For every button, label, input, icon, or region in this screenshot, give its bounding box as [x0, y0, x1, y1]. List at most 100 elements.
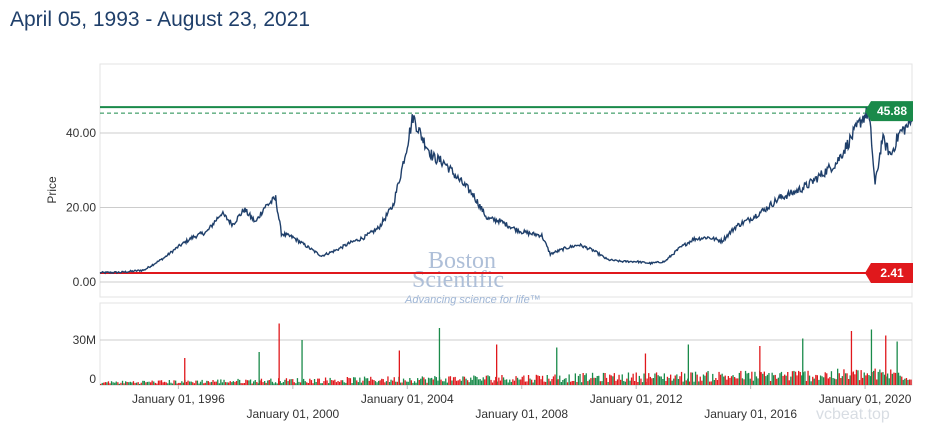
volume-bar — [471, 379, 473, 385]
volume-bar — [554, 374, 556, 385]
company-watermark: Boston Scientific Advancing science for … — [404, 248, 541, 306]
volume-bar — [239, 379, 241, 385]
volume-bar — [844, 373, 847, 385]
volume-bar — [880, 372, 883, 385]
volume-bar — [287, 381, 289, 385]
volume-bar — [616, 379, 619, 385]
volume-bar — [599, 381, 601, 385]
volume-bar — [557, 379, 559, 385]
volume-bar — [484, 379, 486, 385]
volume-bar — [901, 376, 903, 385]
volume-bar — [710, 381, 712, 385]
volume-bar — [454, 376, 456, 385]
volume-bar — [106, 382, 108, 385]
volume-bar — [292, 379, 294, 385]
high-price-line — [100, 106, 912, 114]
volume-bar — [381, 378, 383, 385]
volume-bar — [303, 378, 305, 385]
volume-bar — [791, 371, 794, 385]
volume-bar — [134, 382, 136, 385]
volume-bar — [435, 377, 437, 385]
volume-bar — [894, 372, 897, 385]
volume-tick-label: 30M — [73, 333, 96, 347]
volume-bar — [474, 376, 477, 385]
volume-bar — [318, 378, 320, 385]
volume-bar — [221, 382, 224, 385]
volume-bar — [274, 382, 277, 385]
volume-bar — [635, 372, 637, 385]
volume-bar — [379, 380, 381, 385]
volume-bar — [360, 382, 363, 385]
volume-bar — [660, 376, 662, 385]
volume-bar — [359, 377, 361, 385]
volume-bar — [663, 373, 665, 385]
volume-bar — [755, 376, 758, 385]
volume-bar — [902, 379, 904, 385]
volume-bar — [282, 382, 284, 385]
volume-bar — [118, 383, 120, 385]
volume-bar — [254, 380, 256, 385]
volume-bar — [819, 375, 822, 385]
volume-bar — [424, 379, 427, 385]
volume-bar — [690, 372, 692, 385]
volume-bar — [440, 379, 442, 385]
volume-bar — [624, 381, 626, 385]
volume-bar — [206, 380, 208, 385]
volume-spike-bar — [556, 347, 558, 385]
volume-bar — [543, 381, 545, 385]
volume-bar — [854, 374, 856, 385]
volume-bar — [437, 380, 439, 385]
volume-bar — [417, 378, 419, 385]
volume-bar — [473, 375, 475, 385]
volume-bar — [509, 379, 511, 385]
volume-bar — [114, 382, 116, 385]
volume-bar — [204, 382, 206, 385]
corner-watermark: vcbeat.top — [816, 406, 890, 423]
volume-spike-bar — [438, 328, 441, 385]
volume-bar — [335, 382, 338, 385]
watermark-tagline: Advancing science for life™ — [404, 294, 541, 306]
volume-bar — [727, 376, 729, 385]
volume-bar — [602, 372, 605, 385]
volume-bar — [201, 379, 203, 385]
volume-bar — [874, 368, 876, 385]
volume-bar — [630, 377, 633, 385]
volume-bar — [420, 378, 422, 385]
volume-bar — [873, 370, 875, 385]
volume-bar — [189, 381, 191, 385]
volume-bar — [320, 383, 322, 385]
volume-bar — [705, 372, 708, 385]
volume-bar — [404, 380, 406, 385]
volume-bar — [306, 382, 308, 385]
volume-bar — [574, 373, 576, 385]
volume-bar — [451, 380, 453, 385]
volume-bar — [115, 381, 117, 385]
volume-bar — [694, 371, 697, 385]
volume-bar — [131, 382, 133, 385]
y-axis-label: Price — [45, 176, 59, 204]
volume-bar — [342, 380, 344, 385]
volume-bar — [324, 377, 327, 385]
volume-bar — [785, 375, 787, 385]
volume-bar — [666, 376, 669, 385]
volume-bar — [846, 373, 848, 385]
volume-bar — [196, 380, 199, 385]
volume-bar — [481, 380, 483, 385]
volume-bar — [713, 380, 715, 385]
volume-bar — [615, 380, 617, 385]
volume-bar — [532, 382, 534, 385]
volume-spike-bar — [398, 350, 400, 385]
volume-bar — [235, 381, 238, 385]
volume-bar — [199, 381, 202, 385]
volume-bar — [701, 380, 703, 385]
volume-bar — [353, 377, 355, 385]
volume-bar — [584, 375, 586, 385]
volume-bar — [788, 380, 790, 385]
volume-bar — [799, 372, 801, 385]
volume-bar — [237, 378, 239, 385]
badge-label: 45.88 — [877, 104, 907, 118]
volume-bar — [507, 382, 509, 385]
volume-bar — [323, 381, 325, 385]
volume-grid — [99, 302, 913, 386]
volume-bar — [251, 383, 253, 385]
